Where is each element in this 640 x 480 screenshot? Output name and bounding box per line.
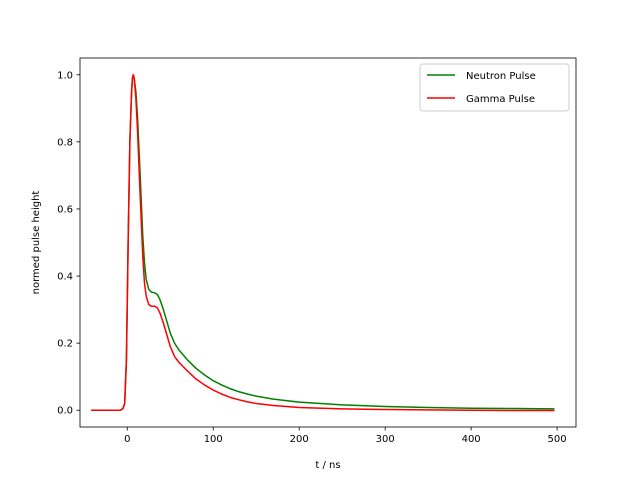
- y-axis-title: normed pulse height: [31, 191, 42, 295]
- x-tick-label: 0: [124, 434, 130, 445]
- y-tick-label: 0.6: [57, 204, 73, 215]
- plot-area: [79, 57, 577, 428]
- series-line-gamma-pulse: [91, 74, 555, 412]
- axes-frame: [79, 57, 577, 428]
- legend-box: [419, 63, 570, 112]
- legend-label-neutron: Neutron Pulse: [466, 71, 536, 82]
- x-axis: 0 100 200 300 400 500: [124, 427, 567, 445]
- y-tick-label: 0.0: [57, 406, 73, 417]
- x-tick-label: 400: [462, 434, 481, 445]
- x-axis-title: t / ns: [315, 460, 340, 471]
- y-tick-label: 0.2: [57, 339, 73, 350]
- y-tick-label: 0.4: [57, 272, 73, 283]
- y-tick-label: 1.0: [57, 70, 73, 81]
- legend: Neutron Pulse Gamma Pulse: [419, 63, 570, 112]
- x-tick-label: 300: [376, 434, 395, 445]
- x-tick-label: 100: [204, 434, 223, 445]
- series-layer: [91, 74, 555, 412]
- x-tick-label: 200: [290, 434, 309, 445]
- y-tick-label: 0.8: [57, 137, 73, 148]
- y-axis: 0.0 0.2 0.4 0.6 0.8 1.0: [57, 70, 80, 417]
- x-tick-label: 500: [548, 434, 567, 445]
- legend-label-gamma: Gamma Pulse: [466, 94, 535, 105]
